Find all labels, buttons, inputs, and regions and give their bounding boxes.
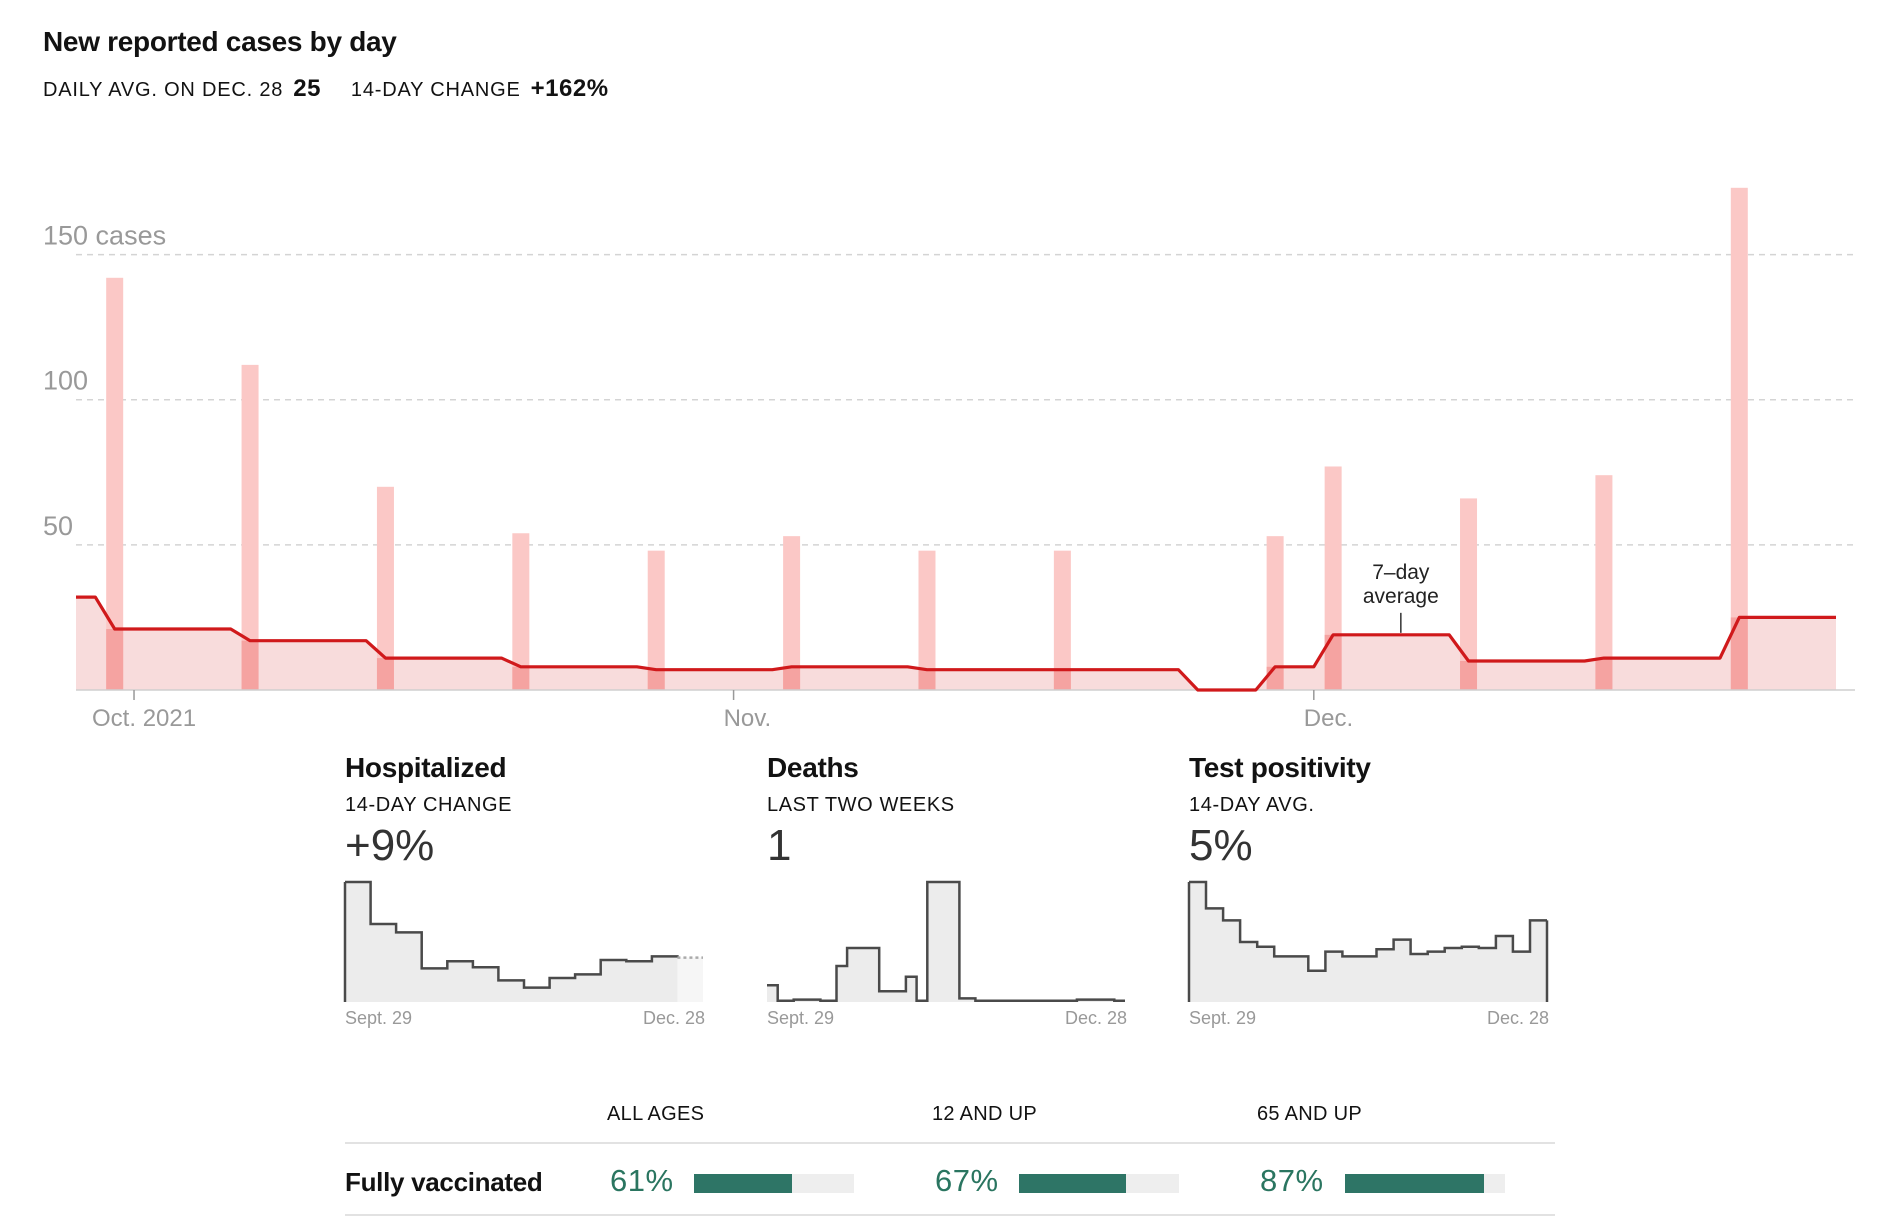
vacc-row-label: Fully vaccinated bbox=[345, 1167, 543, 1197]
daily-avg-value: 25 bbox=[293, 75, 321, 102]
vacc-pct-all-ages: 61% bbox=[610, 1163, 674, 1198]
case-bar bbox=[1266, 536, 1284, 690]
vacc-bar-fill-all-ages bbox=[694, 1174, 792, 1193]
sparkline-line bbox=[345, 880, 679, 989]
test-positivity-value: 5% bbox=[1189, 821, 1253, 870]
sparkline-end-label: Dec. 28 bbox=[643, 1008, 705, 1028]
annotation-line-2: average bbox=[1363, 585, 1439, 608]
sparkline-start-label: Sept. 29 bbox=[345, 1008, 412, 1028]
vacc-pct-65-up: 87% bbox=[1260, 1163, 1324, 1198]
case-bar-overlap bbox=[1595, 658, 1613, 690]
hospitalized-title: Hospitalized bbox=[345, 752, 507, 783]
case-bar-overlap bbox=[647, 669, 665, 690]
vacc-pct-12-up: 67% bbox=[935, 1163, 999, 1198]
case-bar bbox=[1053, 550, 1071, 690]
y-tick-label: 100 bbox=[43, 366, 88, 396]
case-bar-overlap bbox=[376, 658, 394, 690]
case-bar bbox=[647, 550, 665, 690]
hospitalized-value: +9% bbox=[345, 821, 435, 870]
case-bar bbox=[1460, 498, 1478, 690]
deaths-subtitle: LAST TWO WEEKS bbox=[767, 794, 955, 816]
y-tick-label: 150 cases bbox=[43, 221, 166, 251]
vacc-bar-fill-65-up bbox=[1345, 1174, 1485, 1193]
test-positivity-subtitle: 14-DAY AVG. bbox=[1189, 794, 1315, 816]
vacc-header-12-up: 12 AND UP bbox=[932, 1103, 1037, 1125]
case-bar-overlap bbox=[1324, 634, 1342, 690]
case-bar bbox=[106, 277, 124, 690]
sparkline-area bbox=[1189, 882, 1547, 1002]
case-bar bbox=[1595, 475, 1613, 690]
case-bar-overlap bbox=[241, 640, 259, 690]
x-tick-label: Oct. 2021 bbox=[92, 705, 196, 732]
vacc-divider-top bbox=[345, 1142, 1555, 1144]
hospitalized-subtitle: 14-DAY CHANGE bbox=[345, 794, 513, 816]
x-tick-label: Dec. bbox=[1304, 705, 1353, 732]
deaths-panel: Deaths LAST TWO WEEKS 1 bbox=[767, 752, 1167, 871]
case-bar bbox=[512, 533, 530, 690]
vacc-bar-65-up bbox=[1345, 1174, 1505, 1193]
y-tick-label: 50 bbox=[43, 511, 73, 541]
vacc-bar-all-ages bbox=[694, 1174, 854, 1193]
case-bar-overlap bbox=[1053, 669, 1071, 690]
sparkline-line bbox=[1189, 880, 1547, 973]
hospitalized-panel: Hospitalized 14-DAY CHANGE +9% bbox=[345, 752, 745, 871]
daily-avg-label: DAILY AVG. ON DEC. 28 bbox=[43, 79, 284, 101]
change-label: 14-DAY CHANGE bbox=[350, 79, 521, 101]
summary-stats: DAILY AVG. ON DEC. 28 25 14-DAY CHANGE +… bbox=[43, 75, 639, 103]
case-bar bbox=[376, 486, 394, 690]
sparkline-area bbox=[345, 882, 703, 1002]
sparkline-charts: Sept. 29 Dec. 28 Sept. 29 Dec. 28 Sept. 29 De… bbox=[343, 880, 1549, 1028]
case-bar bbox=[783, 536, 801, 690]
case-bar-overlap bbox=[512, 666, 530, 690]
x-tick-label: Nov. bbox=[724, 705, 772, 732]
change-value: +162% bbox=[530, 75, 609, 102]
average-line bbox=[76, 595, 1836, 692]
sparkline-start-label: Sept. 29 bbox=[767, 1008, 834, 1028]
case-bar bbox=[1730, 187, 1748, 690]
case-bar-overlap bbox=[106, 629, 124, 690]
sparkline-end-label: Dec. 28 bbox=[1487, 1008, 1549, 1028]
test-positivity-title: Test positivity bbox=[1189, 752, 1371, 783]
sparkline-start-label: Sept. 29 bbox=[1189, 1008, 1256, 1028]
sparkline-area bbox=[767, 882, 1125, 1002]
deaths-title: Deaths bbox=[767, 752, 859, 783]
vacc-header-all-ages: ALL AGES bbox=[607, 1103, 705, 1125]
case-bar-overlap bbox=[1460, 660, 1478, 690]
sparkline-line bbox=[767, 880, 1125, 1003]
case-bar-overlap bbox=[1730, 617, 1748, 690]
vacc-bar-fill-12-up bbox=[1019, 1174, 1127, 1193]
case-bar-overlap bbox=[918, 669, 936, 690]
annotation-line-1: 7–day bbox=[1372, 561, 1430, 584]
case-bar bbox=[241, 364, 259, 690]
vacc-bar-12-up bbox=[1019, 1174, 1179, 1193]
deaths-value: 1 bbox=[767, 821, 792, 870]
vacc-header-65-up: 65 AND UP bbox=[1257, 1103, 1362, 1125]
vacc-divider-bottom bbox=[345, 1214, 1555, 1216]
case-bar-overlap bbox=[783, 666, 801, 690]
sparkline-faded-segment bbox=[677, 957, 703, 1002]
test-positivity-panel: Test positivity 14-DAY AVG. 5% bbox=[1189, 752, 1589, 871]
cases-chart: 150 cases 100 50 Oct. 2021 Nov. Dec. 7–dayaver… bbox=[43, 187, 1855, 732]
page-title: New reported cases by day bbox=[43, 26, 397, 57]
sparkline-end-label: Dec. 28 bbox=[1065, 1008, 1127, 1028]
case-bar bbox=[918, 550, 936, 690]
